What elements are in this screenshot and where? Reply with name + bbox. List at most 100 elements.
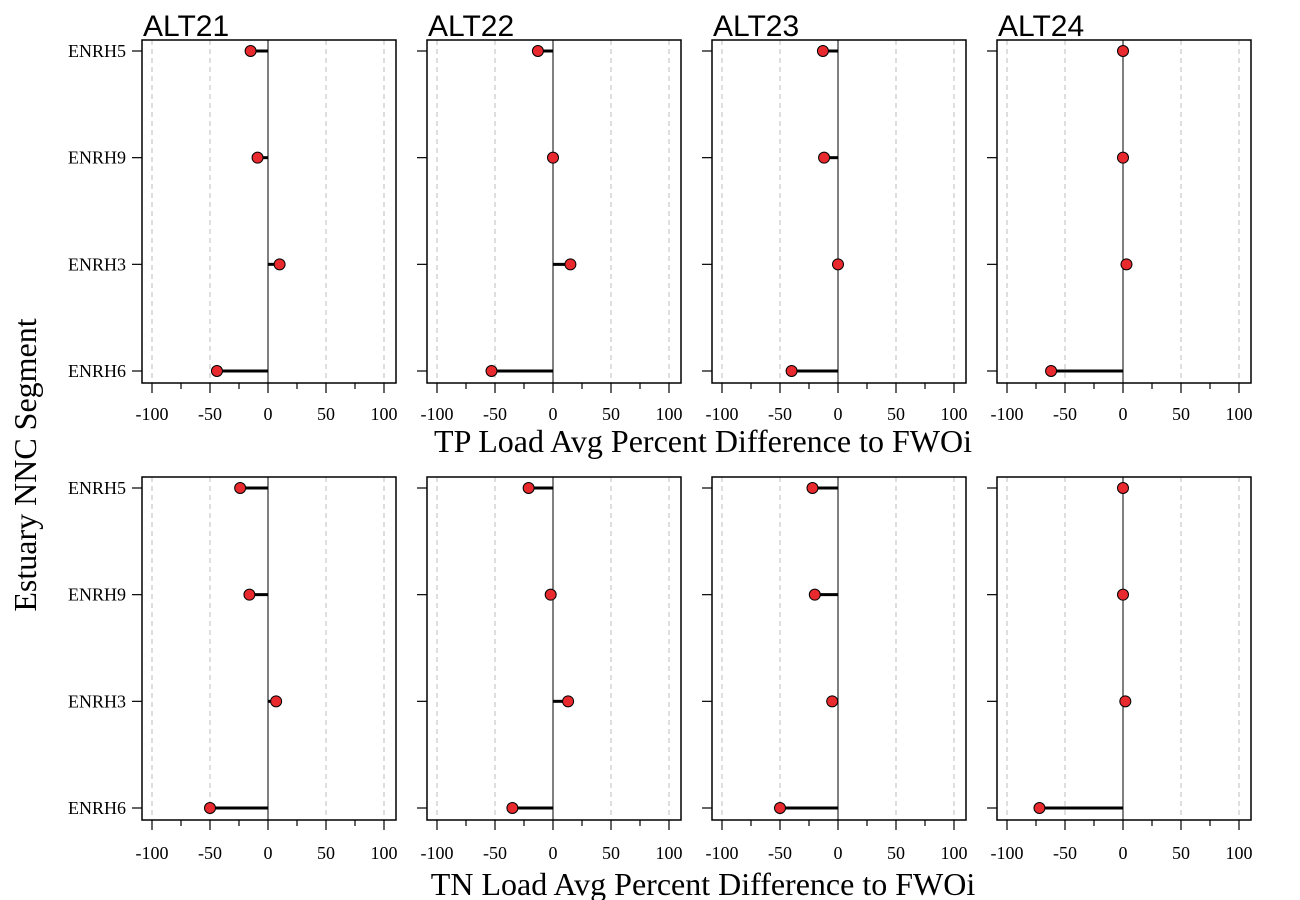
x-tick-label: 50 [1172, 404, 1190, 424]
panel-alt24-tn: -100 -50 0 50 100 [987, 476, 1253, 863]
data-point [522, 482, 535, 494]
panel-title: ALT22 [428, 10, 514, 43]
x-tick-label: -100 [991, 843, 1024, 863]
panel-alt21-tn: -100 -50 0 50 100 [132, 476, 398, 863]
panel-frame [711, 476, 967, 821]
panel-alt24-tp: -100 -50 0 50 100 ALT24 [987, 10, 1253, 424]
x-tick-label: 100 [656, 404, 683, 424]
panel-alt22-tp: -100 -50 0 50 100 ALT22 [417, 10, 683, 424]
x-tick-label: -100 [706, 404, 739, 424]
x-tick-label: 100 [941, 843, 968, 863]
data-point [808, 588, 821, 601]
x-tick-label: 50 [317, 843, 335, 863]
panel-frame [711, 39, 967, 384]
data-point [1117, 588, 1129, 601]
x-tick-label: 100 [656, 843, 683, 863]
x-tick-label: 0 [264, 404, 273, 424]
x-axis-title-top: TP Load Avg Percent Difference to FWOi [434, 423, 972, 459]
data-point [547, 151, 559, 164]
panel-alt23-tn: -100 -50 0 50 100 [702, 476, 968, 863]
x-tick-label: 50 [887, 404, 905, 424]
data-point [774, 802, 786, 814]
data-point [234, 482, 247, 494]
data-point [544, 588, 557, 601]
x-tick-label: 50 [317, 404, 335, 424]
y-axis-title: Estuary NNC Segment [7, 318, 43, 611]
data-point [1117, 151, 1129, 164]
data-point [273, 258, 286, 271]
category-label: ENRH6 [68, 798, 126, 818]
data-point [204, 802, 216, 814]
x-tick-label: -100 [421, 404, 454, 424]
data-point [1119, 695, 1132, 708]
panel-alt21-tp: -100 -50 0 50 100 ALT21 [132, 10, 398, 424]
x-tick-label: -100 [136, 843, 169, 863]
data-point [816, 45, 829, 57]
data-point [210, 365, 223, 377]
x-tick-label: 50 [602, 404, 620, 424]
data-point [818, 151, 831, 164]
x-tick-label: 100 [371, 843, 398, 863]
x-tick-label: 100 [371, 404, 398, 424]
category-label: ENRH3 [68, 254, 126, 274]
x-tick-label: -50 [483, 843, 507, 863]
data-point [564, 258, 577, 271]
data-point [806, 482, 819, 494]
panel-frame [996, 39, 1252, 384]
x-tick-label: -50 [198, 843, 222, 863]
data-point [785, 365, 798, 377]
data-point [1033, 802, 1046, 814]
panels-layer: -100 -50 0 50 100 ALT21 -100 -50 0 50 100 ALT22 -100… [68, 10, 1253, 863]
x-tick-label: -50 [1053, 843, 1077, 863]
x-tick-label: 0 [1119, 404, 1128, 424]
panel-alt23-tp: -100 -50 0 50 100 ALT23 [702, 10, 968, 424]
panel-frame [996, 476, 1252, 821]
category-label: ENRH5 [68, 41, 126, 61]
panel-frame [426, 39, 682, 384]
data-point [485, 365, 498, 377]
x-tick-label: -100 [136, 404, 169, 424]
x-tick-label: 50 [887, 843, 905, 863]
category-label: ENRH9 [68, 148, 126, 168]
x-axis-title-bottom: TN Load Avg Percent Difference to FWOi [431, 866, 976, 900]
category-label: ENRH5 [68, 478, 126, 498]
x-tick-label: 50 [1172, 843, 1190, 863]
x-tick-label: 100 [941, 404, 968, 424]
panel-title: ALT24 [998, 10, 1084, 43]
data-point [1045, 365, 1058, 377]
panel-frame [141, 476, 397, 821]
data-point [832, 258, 844, 271]
panel-title: ALT21 [143, 10, 229, 43]
x-tick-label: -50 [768, 843, 792, 863]
x-tick-label: -50 [198, 404, 222, 424]
x-tick-label: -100 [991, 404, 1024, 424]
x-tick-label: 0 [834, 843, 843, 863]
data-point [562, 695, 575, 708]
category-label: ENRH6 [68, 361, 126, 381]
data-point [506, 802, 519, 814]
category-label: ENRH3 [68, 691, 126, 711]
data-point [270, 695, 283, 708]
x-tick-label: 0 [549, 404, 558, 424]
x-tick-label: -50 [768, 404, 792, 424]
data-point [826, 695, 839, 708]
category-label: ENRH9 [68, 585, 126, 605]
panel-alt22-tn: -100 -50 0 50 100 [417, 476, 683, 863]
data-point [1117, 482, 1129, 494]
panel-frame [141, 39, 397, 384]
data-point [1117, 45, 1129, 57]
x-tick-label: 100 [1226, 843, 1253, 863]
x-tick-label: 50 [602, 843, 620, 863]
data-point [531, 45, 544, 57]
data-point [243, 588, 256, 601]
x-tick-label: 100 [1226, 404, 1253, 424]
x-tick-label: 0 [549, 843, 558, 863]
panel-title: ALT23 [713, 10, 799, 43]
x-tick-label: -100 [421, 843, 454, 863]
data-point [251, 151, 264, 164]
x-tick-label: -50 [1053, 404, 1077, 424]
panel-frame [426, 476, 682, 821]
x-tick-label: 0 [834, 404, 843, 424]
x-tick-label: -100 [706, 843, 739, 863]
